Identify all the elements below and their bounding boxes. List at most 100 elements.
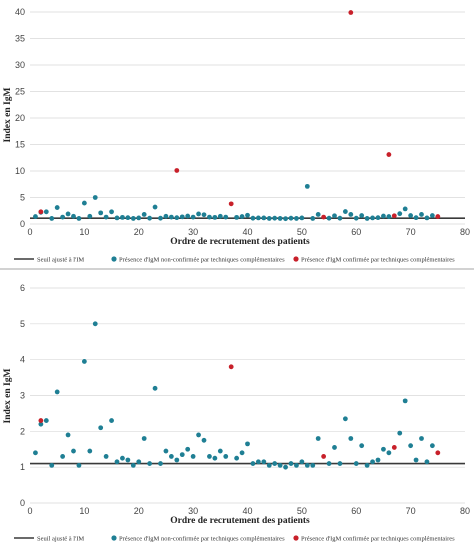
chart-bottom-point-non-confirmed — [71, 448, 76, 454]
chart-bottom-point-non-confirmed — [196, 432, 201, 438]
chart-bottom-point-non-confirmed — [299, 459, 305, 465]
chart-bottom-point-non-confirmed — [43, 418, 49, 423]
chart-bottom-legend-non-confirmed-swatch — [111, 535, 117, 541]
chart-top-point-non-confirmed — [196, 211, 201, 217]
chart-bottom-y-tick-label: 5 — [20, 319, 25, 329]
chart-bottom-x-tick-label: 40 — [242, 506, 252, 516]
chart-top-point-non-confirmed — [114, 215, 120, 221]
chart-bottom-x-tick-label: 60 — [351, 506, 361, 516]
chart-top-point-non-confirmed — [76, 216, 82, 221]
chart-bottom-point-non-confirmed — [33, 450, 38, 456]
chart-top-point-non-confirmed — [147, 215, 153, 221]
chart-bottom-x-tick-label: 30 — [188, 506, 198, 516]
chart-top-point-confirmed — [391, 213, 397, 219]
chart-top-point-non-confirmed — [65, 211, 71, 217]
chart-bottom: 0 1 2 3 4 5 6 0 10 20 30 40 50 60 70 80 Ordre de recru… — [3, 283, 470, 543]
chart-top-y-tick-label: 15 — [15, 140, 25, 150]
chart-top-legend-non-confirmed-swatch — [111, 256, 117, 262]
chart-bottom-x-tick-label: 0 — [27, 506, 32, 516]
chart-bottom-y-tick-label: 1 — [20, 462, 25, 472]
chart-bottom-y-tick-label: 4 — [20, 355, 25, 365]
chart-top-point-non-confirmed — [223, 214, 229, 220]
chart-bottom-point-non-confirmed — [87, 448, 93, 454]
chart-bottom-y-tick-label: 6 — [20, 283, 25, 293]
chart-top-point-non-confirmed — [413, 215, 419, 221]
chart-bottom-point-non-confirmed — [250, 461, 256, 466]
chart-top-x-tick-label: 40 — [242, 227, 252, 237]
chart-top-point-non-confirmed — [207, 214, 212, 220]
chart-top-y-tick-label: 35 — [15, 34, 25, 44]
chart-top-legend-confirmed-label: Présence d'IgM confirmée par techniques … — [301, 257, 455, 264]
chart-bottom-x-ticks: 0 10 20 30 40 50 60 70 80 — [27, 506, 470, 516]
chart-bottom-point-non-confirmed — [201, 437, 207, 443]
chart-top-point-non-confirmed — [332, 213, 337, 219]
chart-top-point-non-confirmed — [424, 215, 430, 221]
chart-top-legend-non-confirmed-label: Présence d'IgM non-confirmée par techniq… — [119, 257, 285, 264]
chart-bottom-gridlines — [30, 287, 465, 504]
chart-bottom-point-confirmed — [435, 450, 441, 456]
chart-bottom-point-non-confirmed — [277, 462, 283, 468]
chart-bottom-point-non-confirmed — [304, 462, 310, 468]
chart-top-point-non-confirmed — [141, 212, 147, 217]
chart-bottom-legend: Seuil ajusté à l'IM Présence d'IgM non-c… — [14, 535, 455, 543]
chart-bottom-point-confirmed — [321, 454, 327, 459]
chart-top-point-non-confirmed — [294, 216, 299, 221]
chart-top-series-non-confirmed — [33, 183, 435, 222]
chart-bottom-point-non-confirmed — [326, 461, 332, 466]
chart-top-point-non-confirmed — [103, 214, 109, 220]
chart-top-point-confirmed — [228, 201, 234, 207]
chart-bottom-point-confirmed — [228, 364, 234, 370]
chart-top-point-non-confirmed — [136, 215, 142, 221]
chart-top-point-non-confirmed — [174, 215, 180, 221]
chart-bottom-point-non-confirmed — [386, 450, 392, 456]
chart-bottom-point-non-confirmed — [419, 436, 424, 441]
chart-top-x-tick-label: 50 — [297, 227, 307, 237]
chart-bottom-point-non-confirmed — [212, 455, 218, 461]
chart-top-x-tick-label: 60 — [351, 227, 361, 237]
chart-top-point-non-confirmed — [49, 216, 55, 221]
chart-bottom-point-non-confirmed — [353, 461, 359, 466]
chart-top-point-non-confirmed — [120, 214, 125, 220]
chart-bottom-point-non-confirmed — [315, 436, 321, 441]
chart-bottom-x-tick-label: 70 — [406, 506, 416, 516]
chart-top-point-non-confirmed — [408, 213, 414, 218]
chart-top-gridlines — [30, 11, 465, 225]
chart-bottom-legend-confirmed-label: Présence d'IgM confirmée par techniques … — [301, 536, 455, 543]
chart-bottom-point-non-confirmed — [272, 461, 278, 466]
chart-top-point-non-confirmed — [359, 213, 365, 218]
chart-top-y-ticks: 0 5 10 15 20 25 30 35 40 — [15, 7, 25, 229]
chart-bottom-point-non-confirmed — [125, 457, 131, 463]
chart-bottom-point-non-confirmed — [413, 457, 419, 463]
chart-top-y-axis-title: Index en IgM — [3, 88, 13, 143]
chart-bottom-point-non-confirmed — [60, 454, 66, 459]
chart-bottom-point-non-confirmed — [310, 462, 316, 468]
chart-top-point-non-confirmed — [201, 212, 207, 218]
chart-top-point-non-confirmed — [109, 209, 114, 215]
chart-top-point-non-confirmed — [168, 214, 174, 220]
chart-top-y-tick-label: 40 — [15, 7, 25, 17]
chart-top-point-non-confirmed — [288, 215, 294, 221]
chart-top-x-tick-label: 70 — [406, 227, 416, 237]
chart-top-point-non-confirmed — [54, 205, 60, 210]
chart-bottom-legend-threshold-label: Seuil ajusté à l'IM — [37, 536, 84, 543]
chart-bottom-point-non-confirmed — [255, 459, 261, 465]
chart-bottom-point-non-confirmed — [98, 425, 104, 431]
chart-bottom-point-non-confirmed — [337, 461, 343, 466]
chart-top-point-non-confirmed — [250, 215, 256, 221]
chart-top-point-non-confirmed — [163, 213, 169, 219]
chart-top-point-non-confirmed — [98, 210, 104, 216]
chart-bottom-point-non-confirmed — [76, 462, 82, 468]
chart-top-point-non-confirmed — [342, 209, 348, 214]
chart-bottom-point-non-confirmed — [239, 450, 245, 456]
chart-bottom-x-tick-label: 80 — [460, 506, 470, 516]
chart-bottom-point-non-confirmed — [266, 462, 272, 468]
chart-top-y-tick-label: 20 — [15, 113, 25, 123]
chart-bottom-point-non-confirmed — [152, 385, 158, 391]
chart-bottom-point-non-confirmed — [294, 462, 299, 468]
chart-bottom-point-non-confirmed — [283, 464, 288, 470]
chart-bottom-point-non-confirmed — [381, 446, 386, 452]
chart-top-point-non-confirmed — [261, 215, 267, 221]
chart-bottom-point-non-confirmed — [158, 461, 163, 466]
chart-bottom-point-non-confirmed — [370, 459, 375, 465]
